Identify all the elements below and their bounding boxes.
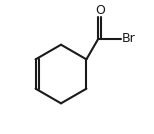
Text: O: O <box>95 4 105 17</box>
Text: Br: Br <box>122 32 136 45</box>
